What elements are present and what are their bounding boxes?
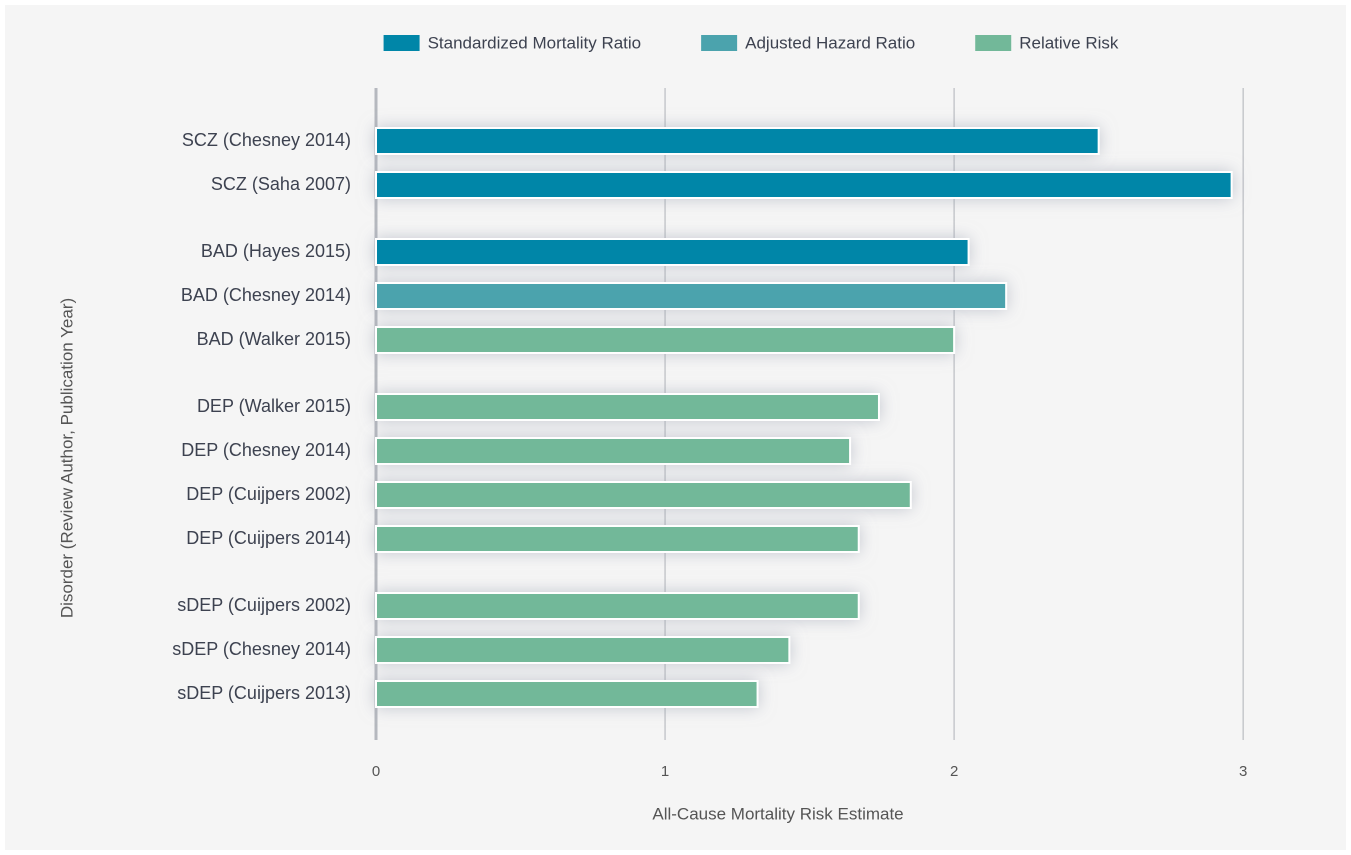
y-tick-label: BAD (Walker 2015) [197, 329, 351, 349]
y-tick-label: DEP (Walker 2015) [197, 396, 351, 416]
legend-swatch [975, 35, 1012, 51]
bar [375, 282, 1008, 310]
x-tick-label: 0 [372, 763, 380, 780]
y-tick-label: DEP (Cuijpers 2002) [186, 484, 351, 504]
legend-swatch [383, 35, 420, 51]
y-tick-label: sDEP (Chesney 2014) [172, 639, 351, 659]
y-tick-label: SCZ (Chesney 2014) [182, 130, 351, 150]
bar [375, 238, 970, 266]
legend-label: Standardized Mortality Ratio [428, 33, 642, 52]
x-axis-label: All-Cause Mortality Risk Estimate [652, 804, 903, 823]
y-tick-label: SCZ (Saha 2007) [211, 174, 351, 194]
bar [375, 525, 860, 553]
bar [375, 680, 759, 708]
x-tick-label: 1 [661, 763, 669, 780]
y-tick-label: BAD (Hayes 2015) [201, 241, 351, 261]
x-tick-label: 3 [1239, 763, 1247, 780]
bar [375, 481, 912, 509]
y-tick-label: DEP (Cuijpers 2014) [186, 528, 351, 548]
legend-label: Relative Risk [1019, 33, 1119, 52]
bar [375, 437, 852, 465]
bar [375, 393, 880, 421]
bar [375, 171, 1233, 199]
legend-swatch [701, 35, 738, 51]
y-tick-label: BAD (Chesney 2014) [181, 285, 351, 305]
y-tick-label: sDEP (Cuijpers 2013) [177, 683, 351, 703]
y-tick-label: DEP (Chesney 2014) [181, 440, 351, 460]
x-tick-label: 2 [950, 763, 958, 780]
bar [375, 127, 1100, 155]
bar [375, 326, 956, 354]
bar [375, 592, 860, 620]
y-tick-label: sDEP (Cuijpers 2002) [177, 595, 351, 615]
bar [375, 636, 791, 664]
y-axis-label: Disorder (Review Author, Publication Yea… [57, 298, 76, 618]
legend-label: Adjusted Hazard Ratio [745, 33, 915, 52]
